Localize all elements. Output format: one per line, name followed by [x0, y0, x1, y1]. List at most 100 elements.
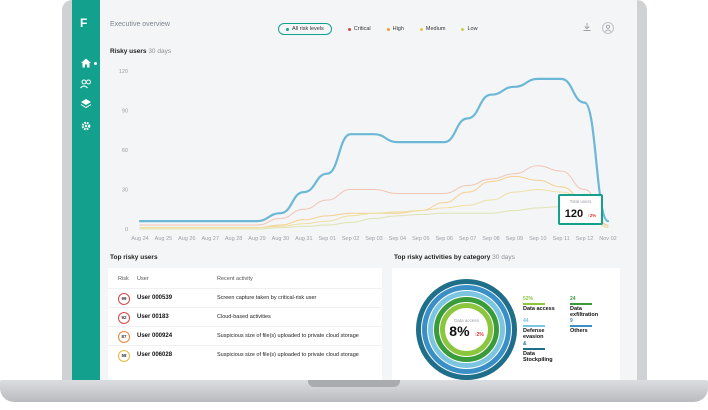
download-icon[interactable]: [582, 22, 592, 32]
x-tick-label: Sep 03: [365, 236, 382, 242]
legend-bar: [570, 325, 592, 327]
legend-name: Data Stockpiling: [523, 350, 553, 364]
app-screen: F Executive overview All risk levels: [72, 0, 637, 380]
y-tick-label: 0: [125, 227, 128, 233]
risky-users-card: Risky users 30 days 0 30 60 90 120 Aug 24 Aug …: [108, 44, 618, 244]
filter-low[interactable]: Low: [461, 26, 478, 32]
top-bar: Executive overview All risk levels Criti…: [100, 0, 637, 44]
donut-ring-defense-evasion: [428, 291, 505, 368]
donut-center-delta: ↑2%: [473, 332, 484, 338]
x-tick-label: Sep 04: [389, 236, 406, 242]
risk-filter-group: All risk levels Critical High Medium Low: [278, 23, 478, 35]
user-name[interactable]: User 000924: [137, 333, 173, 339]
tooltip-label: Total users: [569, 199, 592, 204]
filter-all-risk-levels[interactable]: All risk levels: [278, 23, 332, 35]
x-tick-label: Sep 02: [342, 236, 359, 242]
risk-score-badge: 87: [118, 331, 130, 343]
donut-ring-exfiltration: [434, 297, 499, 362]
laptop-base: [0, 380, 708, 402]
x-tick-label: Sep 01: [318, 236, 335, 242]
main-content: Executive overview All risk levels Criti…: [100, 0, 637, 380]
filter-dot: [386, 27, 390, 31]
home-icon[interactable]: [80, 57, 92, 69]
filter-dot: [461, 27, 465, 31]
total-users-tooltip: Total users 120 ↑2%: [558, 194, 603, 225]
legend-item-data-exfiltration[interactable]: 24 Data exfiltration: [570, 296, 610, 319]
sidebar: F: [72, 0, 100, 380]
legend-item-data-access[interactable]: 52% Data access: [523, 296, 563, 312]
x-tick-label: Aug 24: [131, 236, 148, 242]
recent-activity: Screen capture taken by critical-risk us…: [217, 295, 317, 301]
filter-high[interactable]: High: [386, 26, 404, 32]
legend-item-defense-evasion[interactable]: 44 Defense evasion: [523, 318, 563, 341]
user-name[interactable]: User 006028: [137, 352, 173, 358]
donut-center-title: Data access: [454, 318, 479, 323]
tooltip-value: 120: [564, 208, 584, 220]
tooltip-delta: ↑2%: [587, 213, 597, 218]
page-title: Executive overview: [110, 21, 170, 28]
chart-title-text: Risky users: [110, 48, 147, 55]
x-tick-label: Sep 07: [459, 236, 476, 242]
x-tick-label: Sep 06: [435, 236, 452, 242]
donut-ring-data-access: [440, 303, 493, 356]
filter-label: High: [392, 26, 404, 32]
user-name[interactable]: User 000539: [137, 295, 173, 301]
user-name[interactable]: User 00183: [137, 314, 169, 320]
filter-dot: [347, 27, 351, 31]
table-row[interactable]: 92 User 00183 Cloud-based activities: [108, 307, 382, 327]
filter-label: Critical: [353, 26, 371, 32]
top-activities-title: Top risky activities by category 30 days: [394, 254, 515, 261]
logo-icon: F: [80, 16, 88, 30]
column-header-user: User: [137, 276, 149, 282]
table-row[interactable]: 99 User 000539 Screen capture taken by c…: [108, 288, 382, 308]
top-users-title: Top risky users: [110, 254, 158, 261]
legend-value: &: [523, 341, 527, 347]
x-tick-label: Aug 27: [201, 236, 218, 242]
x-tick-label: Sep 12: [576, 236, 593, 242]
legend-name: Defense evasion: [523, 327, 545, 341]
active-indicator: [94, 62, 97, 65]
legend-value: 52%: [523, 296, 534, 302]
user-avatar-icon[interactable]: [602, 22, 614, 34]
legend-name: Others: [570, 327, 588, 334]
x-tick-label: Aug 28: [225, 236, 242, 242]
activities-donut: Data access 8% ↑2%: [415, 278, 518, 380]
x-tick-label: Sep 11: [553, 236, 570, 242]
filter-dot: [419, 27, 423, 31]
gear-icon[interactable]: [80, 120, 92, 132]
legend-bar: [570, 303, 592, 305]
layers-icon[interactable]: [80, 98, 92, 110]
recent-activity: Suspicious size of file(s) uploaded to p…: [217, 352, 359, 358]
table-row[interactable]: 87 User 000924 Suspicious size of file(s…: [108, 326, 382, 346]
filter-label: Low: [467, 26, 478, 32]
legend-item-data-stockpiling[interactable]: & Data Stockpiling: [523, 341, 563, 364]
filter-critical[interactable]: Critical: [347, 26, 371, 32]
x-tick-label: Nov 02: [599, 236, 616, 242]
legend-value: 44: [523, 318, 529, 324]
users-icon[interactable]: [80, 78, 92, 90]
filter-medium[interactable]: Medium: [419, 26, 446, 32]
y-tick-label: 30: [122, 188, 128, 194]
risk-score-badge: 99: [118, 293, 130, 305]
x-tick-label: Aug 30: [272, 236, 289, 242]
donut-ring-others: [422, 285, 511, 374]
legend-item-others[interactable]: 9 Others: [570, 318, 610, 334]
laptop-notch: [308, 380, 400, 387]
series-line-all-risk-levels: [138, 77, 610, 223]
series-line-low: [139, 206, 609, 230]
top-activities-period: 30 days: [492, 254, 515, 261]
column-header-activity: Recent activity: [217, 276, 253, 282]
legend-value: 24: [570, 296, 576, 302]
legend-name: Data access: [523, 305, 555, 312]
donut-center-value: 8%: [449, 323, 470, 339]
donut-center-label: Data access 8% ↑2%: [415, 318, 518, 341]
y-tick-label: 60: [122, 148, 128, 154]
y-tick-label: 90: [122, 109, 128, 115]
risky-users-line-chart: 0 30 60 90 120 Aug 24 Aug 25 Aug 26 Aug 27 Aug 28…: [119, 69, 617, 242]
table-row[interactable]: 58 User 006028 Suspicious size of file(s…: [108, 345, 382, 365]
filter-label: Medium: [425, 26, 446, 32]
x-tick-label: Aug 26: [178, 236, 195, 242]
recent-activity: Cloud-based activities: [217, 314, 271, 320]
donut-chart: [416, 279, 517, 380]
legend-value: 9: [570, 318, 573, 324]
